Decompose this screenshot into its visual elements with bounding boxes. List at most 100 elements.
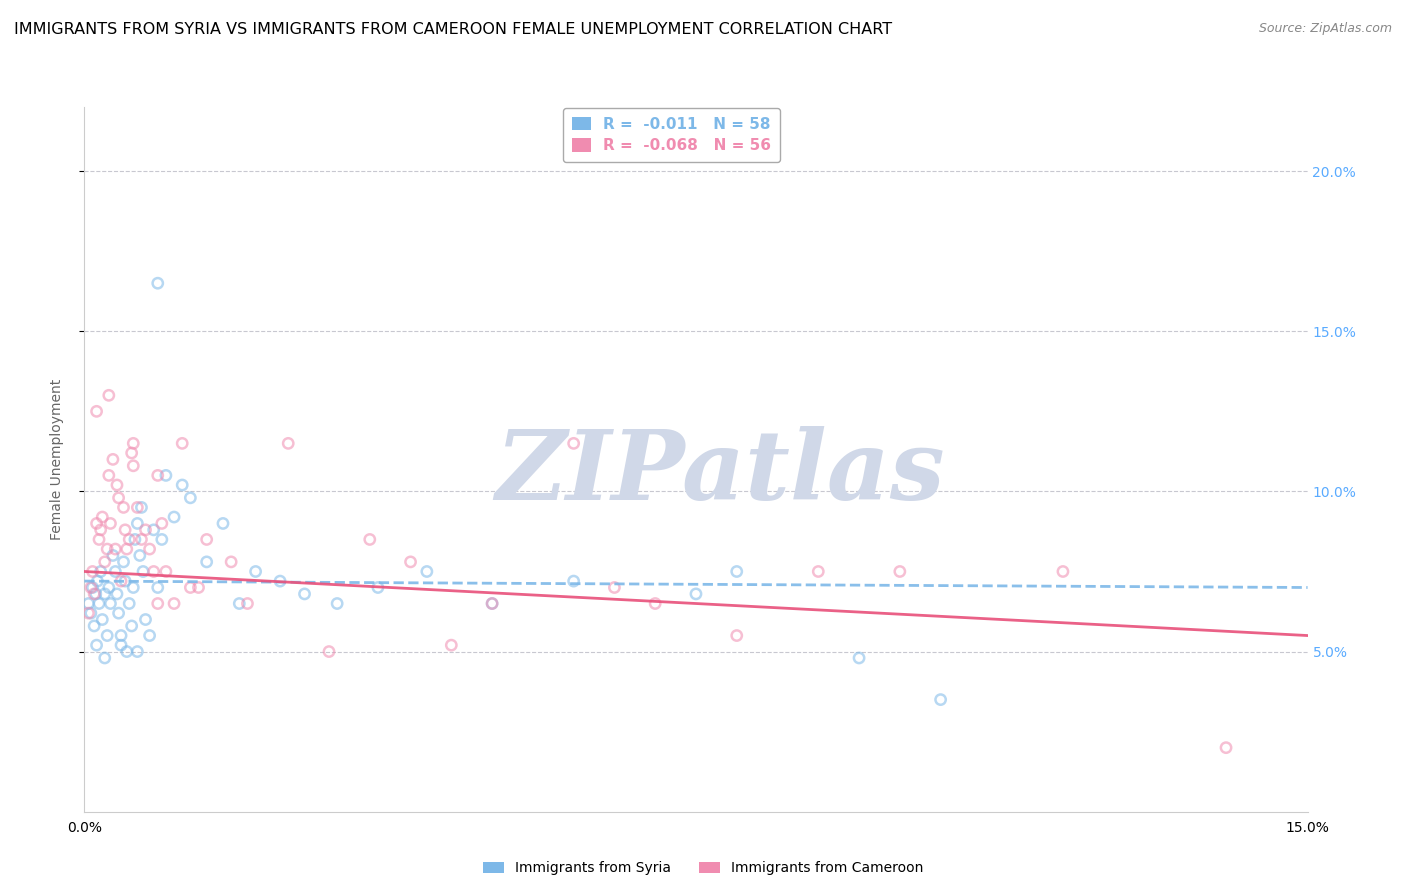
Point: [114, 523, 136, 537]
Point: [725, 565, 748, 579]
Point: [359, 533, 381, 547]
Text: Source: ZipAtlas.com: Source: ZipAtlas.com: [1258, 22, 1392, 36]
Point: [90, 523, 112, 537]
Point: [101, 452, 124, 467]
Point: [82, 565, 104, 579]
Point: [163, 597, 186, 611]
Point: [93, 555, 115, 569]
Point: [155, 565, 177, 579]
Point: [146, 597, 169, 611]
Point: [142, 523, 165, 537]
Point: [367, 581, 389, 595]
Point: [1052, 565, 1074, 579]
Point: [97, 581, 120, 595]
Point: [807, 565, 830, 579]
Point: [86, 638, 108, 652]
Point: [150, 516, 173, 531]
Point: [440, 638, 463, 652]
Point: [104, 565, 127, 579]
Point: [100, 597, 122, 611]
Point: [115, 542, 138, 557]
Point: [90, 565, 112, 579]
Point: [114, 574, 136, 588]
Point: [118, 533, 141, 547]
Point: [122, 436, 145, 450]
Point: [163, 510, 186, 524]
Point: [685, 587, 707, 601]
Point: [82, 581, 104, 595]
Point: [127, 644, 149, 658]
Point: [121, 446, 143, 460]
Point: [80, 581, 103, 595]
Point: [1215, 740, 1237, 755]
Point: [245, 565, 267, 579]
Point: [118, 597, 141, 611]
Point: [228, 597, 250, 611]
Point: [155, 468, 177, 483]
Point: [562, 574, 585, 588]
Point: [104, 542, 127, 557]
Point: [146, 468, 169, 483]
Point: [416, 565, 439, 579]
Point: [138, 542, 160, 557]
Point: [179, 581, 201, 595]
Point: [562, 436, 585, 450]
Point: [172, 436, 194, 450]
Point: [83, 619, 105, 633]
Point: [725, 628, 748, 642]
Point: [87, 533, 110, 547]
Point: [115, 644, 138, 658]
Point: [128, 549, 150, 563]
Point: [97, 388, 120, 402]
Point: [135, 613, 157, 627]
Point: [644, 597, 666, 611]
Point: [132, 565, 155, 579]
Point: [93, 651, 115, 665]
Point: [122, 581, 145, 595]
Point: [294, 587, 316, 601]
Point: [603, 581, 626, 595]
Legend: Immigrants from Syria, Immigrants from Cameroon: Immigrants from Syria, Immigrants from C…: [478, 855, 928, 880]
Point: [112, 500, 135, 515]
Point: [195, 533, 218, 547]
Point: [93, 587, 115, 601]
Text: ZIPatlas: ZIPatlas: [496, 426, 945, 520]
Point: [236, 597, 259, 611]
Point: [86, 404, 108, 418]
Point: [179, 491, 201, 505]
Point: [77, 606, 100, 620]
Point: [172, 478, 194, 492]
Point: [86, 574, 108, 588]
Point: [110, 574, 132, 588]
Point: [219, 555, 242, 569]
Y-axis label: Female Unemployment: Female Unemployment: [49, 379, 63, 540]
Point: [187, 581, 209, 595]
Point: [127, 500, 149, 515]
Point: [91, 510, 114, 524]
Point: [212, 516, 235, 531]
Point: [318, 644, 340, 658]
Point: [135, 523, 157, 537]
Point: [122, 458, 145, 473]
Point: [124, 533, 146, 547]
Point: [77, 597, 100, 611]
Point: [83, 587, 105, 601]
Text: IMMIGRANTS FROM SYRIA VS IMMIGRANTS FROM CAMEROON FEMALE UNEMPLOYMENT CORRELATIO: IMMIGRANTS FROM SYRIA VS IMMIGRANTS FROM…: [14, 22, 893, 37]
Point: [112, 555, 135, 569]
Point: [97, 468, 120, 483]
Point: [105, 587, 128, 601]
Point: [105, 478, 128, 492]
Point: [127, 516, 149, 531]
Point: [107, 491, 129, 505]
Point: [146, 581, 169, 595]
Point: [80, 606, 103, 620]
Point: [101, 549, 124, 563]
Point: [138, 628, 160, 642]
Point: [399, 555, 422, 569]
Point: [91, 613, 114, 627]
Point: [96, 628, 118, 642]
Point: [86, 516, 108, 531]
Point: [96, 542, 118, 557]
Point: [131, 533, 153, 547]
Legend: R =  -0.011   N = 58, R =  -0.068   N = 56: R = -0.011 N = 58, R = -0.068 N = 56: [562, 108, 780, 162]
